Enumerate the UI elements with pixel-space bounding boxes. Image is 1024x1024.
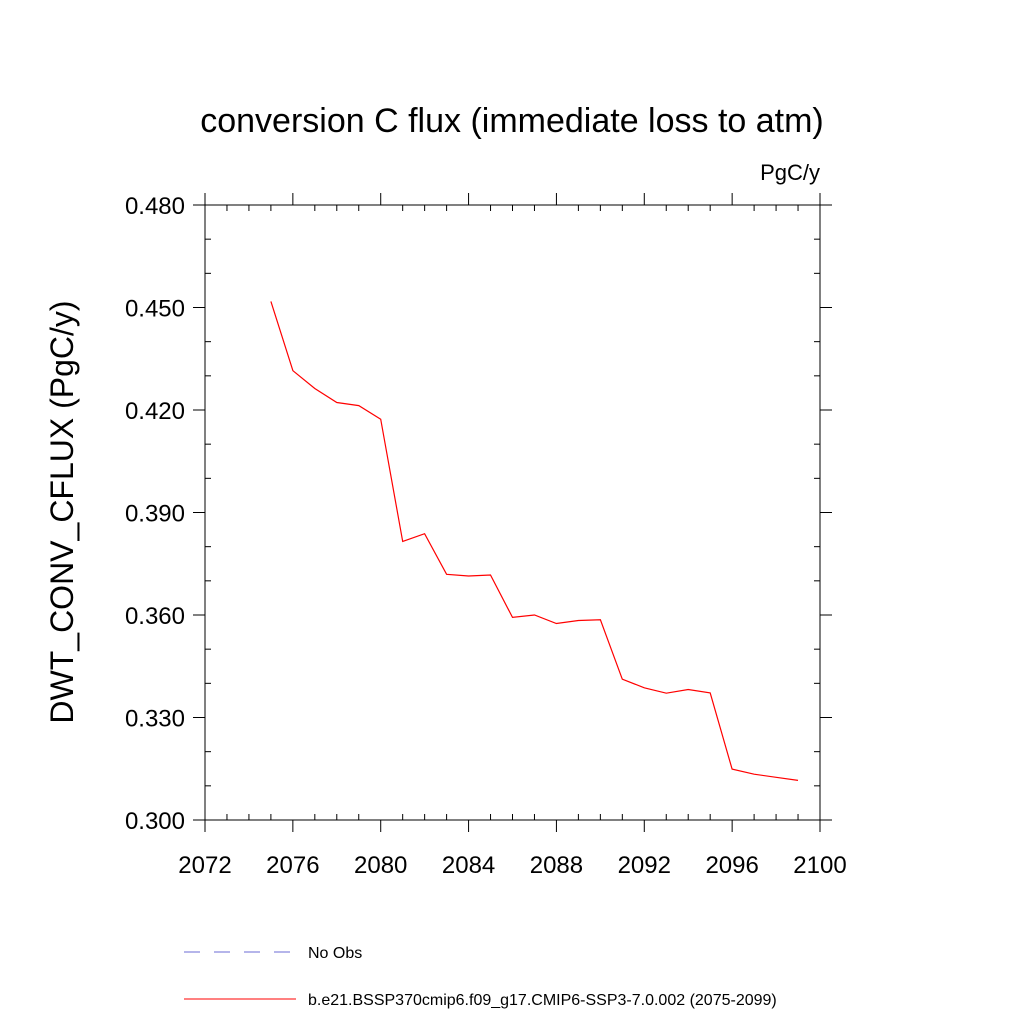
legend-label: b.e21.BSSP370cmip6.f09_g17.CMIP6-SSP3-7.… (308, 992, 777, 1009)
x-tick-label: 2092 (618, 852, 671, 879)
x-tick-label: 2080 (354, 852, 407, 879)
y-tick-label: 0.420 (125, 398, 185, 425)
legend-label: No Obs (308, 945, 362, 962)
x-tick-label: 2084 (442, 852, 495, 879)
x-tick-label: 2076 (266, 852, 319, 879)
y-tick-label: 0.330 (125, 706, 185, 733)
series-line (270, 301, 799, 781)
x-tick-label: 2072 (178, 852, 231, 879)
x-tick-label: 2096 (705, 852, 758, 879)
x-tick-label: 2088 (530, 852, 583, 879)
y-tick-label: 0.480 (125, 193, 185, 220)
plot-frame (204, 204, 821, 821)
y-tick-label: 0.300 (125, 808, 185, 835)
y-tick-label: 0.450 (125, 296, 185, 323)
x-tick-label: 2100 (793, 852, 846, 879)
y-tick-label: 0.360 (125, 603, 185, 630)
y-tick-label: 0.390 (125, 501, 185, 528)
legend: No Obs b.e21.BSSP370cmip6.f09_g17.CMIP6-S… (184, 945, 777, 1009)
y-axis-label: DWT_CONV_CFLUX (PgC/y) (44, 300, 80, 723)
chart-title: conversion C flux (immediate loss to atm… (200, 102, 824, 140)
axis-ticks: 2072 2076 2080 2084 2088 2092 2096 2100 0.300 0.3… (125, 193, 847, 879)
units-label: PgC/y (760, 160, 820, 185)
series-group (270, 301, 799, 781)
